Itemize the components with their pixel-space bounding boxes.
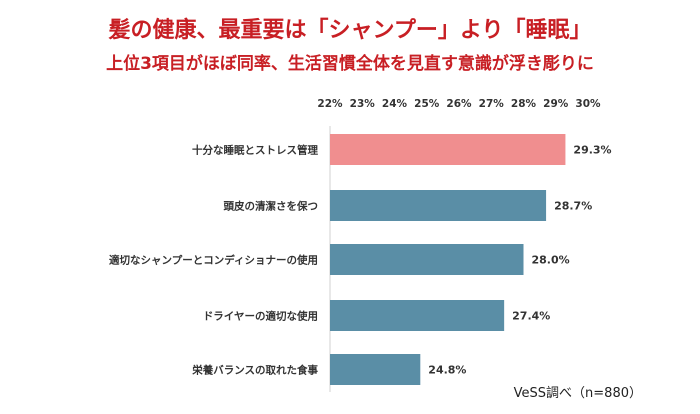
category-label: 栄養バランスの取れた食事 [191, 364, 318, 377]
data-label: 27.4% [512, 310, 550, 323]
x-tick-label: 27% [479, 98, 505, 110]
bar [330, 134, 566, 165]
bar [330, 244, 524, 275]
bar [330, 300, 505, 331]
data-label: 24.8% [428, 364, 466, 377]
chart-subtitle: 上位3項目がほぼ同率、生活習慣全体を見直す意識が浮き彫りに [106, 54, 594, 74]
data-label: 28.0% [532, 254, 570, 267]
x-tick-label: 29% [543, 98, 569, 110]
bar [330, 190, 547, 221]
data-label: 29.3% [573, 144, 611, 157]
category-label: 頭皮の清潔さを保つ [224, 200, 319, 213]
category-label: 適切なシャンプーとコンディショナーの使用 [109, 254, 318, 267]
x-tick-label: 30% [575, 98, 601, 110]
bar [330, 354, 421, 385]
x-tick-label: 24% [382, 98, 408, 110]
category-label: 十分な睡眠とストレス管理 [192, 144, 318, 157]
x-tick-label: 22% [317, 98, 343, 110]
data-label: 28.7% [554, 200, 592, 213]
x-tick-label: 23% [350, 98, 376, 110]
source-note: VeSS調べ（n=880） [513, 386, 642, 401]
x-tick-label: 25% [414, 98, 440, 110]
chart-title: 髪の健康、最重要は「シャンプー」より「睡眠」 [108, 18, 592, 43]
x-tick-label: 28% [511, 98, 537, 110]
x-tick-label: 26% [446, 98, 472, 110]
category-label: ドライヤーの適切な使用 [203, 310, 318, 323]
